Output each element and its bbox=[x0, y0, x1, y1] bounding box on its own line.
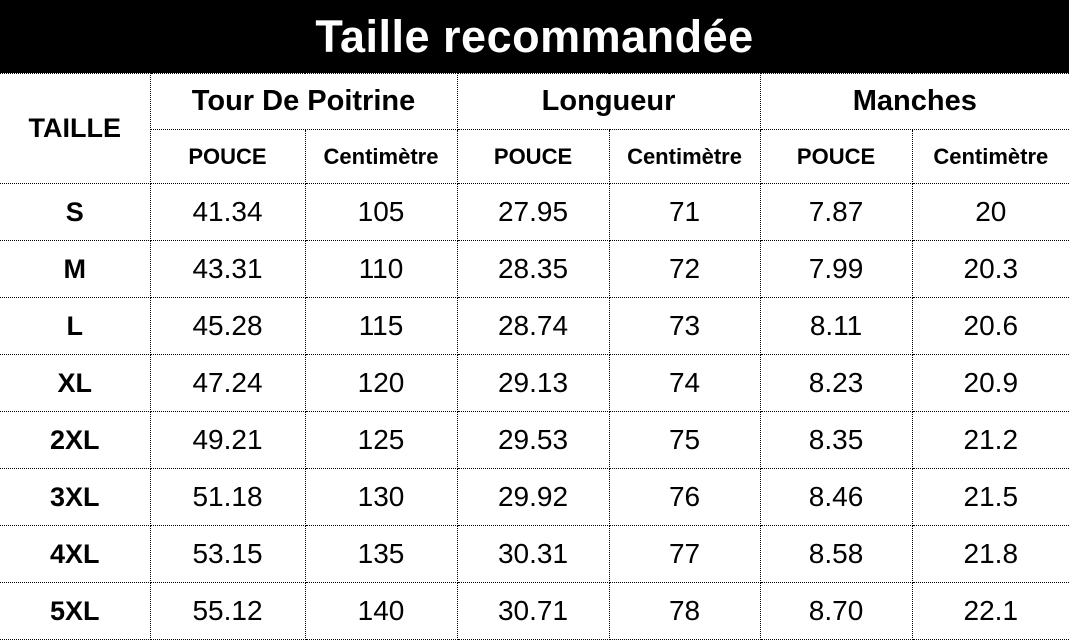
value-cell: 8.35 bbox=[759, 411, 913, 469]
subheader-poitrine-pouce: POUCE bbox=[150, 129, 306, 184]
value-cell: 7.87 bbox=[759, 183, 913, 241]
value-cell: 43.31 bbox=[149, 240, 306, 298]
value-cell: 29.53 bbox=[456, 411, 610, 469]
value-cell: 73 bbox=[608, 297, 761, 355]
value-cell: 130 bbox=[304, 468, 458, 526]
size-cell: 3XL bbox=[0, 468, 151, 526]
table-row-3xl: 3XL 51.18 130 29.92 76 8.46 21.5 bbox=[0, 468, 1069, 526]
table-row-4xl: 4XL 53.15 135 30.31 77 8.58 21.8 bbox=[0, 525, 1069, 583]
group-header-row: TAILLE Tour De Poitrine Longueur Manches bbox=[0, 73, 1069, 184]
value-cell: 115 bbox=[304, 297, 458, 355]
value-cell: 72 bbox=[608, 240, 761, 298]
value-cell: 8.23 bbox=[759, 354, 913, 412]
value-cell: 74 bbox=[608, 354, 761, 412]
value-cell: 30.71 bbox=[456, 582, 610, 640]
subheader-poitrine-cm: Centimètre bbox=[304, 129, 458, 184]
group-header-tour-de-poitrine: Tour De Poitrine bbox=[149, 73, 458, 130]
column-header-taille: TAILLE bbox=[0, 73, 151, 184]
value-cell: 55.12 bbox=[149, 582, 306, 640]
table-row-5xl: 5XL 55.12 140 30.71 78 8.70 22.1 bbox=[0, 582, 1069, 640]
value-cell: 47.24 bbox=[149, 354, 306, 412]
value-cell: 8.46 bbox=[759, 468, 913, 526]
table-row-s: S 41.34 105 27.95 71 7.87 20 bbox=[0, 183, 1069, 241]
size-cell: L bbox=[0, 297, 151, 355]
size-cell: M bbox=[0, 240, 151, 298]
value-cell: 75 bbox=[608, 411, 761, 469]
value-cell: 20.9 bbox=[911, 354, 1069, 412]
value-cell: 49.21 bbox=[149, 411, 306, 469]
value-cell: 28.74 bbox=[456, 297, 610, 355]
value-cell: 125 bbox=[304, 411, 458, 469]
size-chart-table: TAILLE Tour De Poitrine Longueur Manches… bbox=[0, 73, 1069, 640]
value-cell: 41.34 bbox=[149, 183, 306, 241]
value-cell: 8.11 bbox=[759, 297, 913, 355]
size-cell: 5XL bbox=[0, 582, 151, 640]
value-cell: 135 bbox=[304, 525, 458, 583]
table-row-m: M 43.31 110 28.35 72 7.99 20.3 bbox=[0, 240, 1069, 298]
value-cell: 120 bbox=[304, 354, 458, 412]
value-cell: 76 bbox=[608, 468, 761, 526]
value-cell: 140 bbox=[304, 582, 458, 640]
value-cell: 20 bbox=[911, 183, 1069, 241]
table-row-xl: XL 47.24 120 29.13 74 8.23 20.9 bbox=[0, 354, 1069, 412]
group-header-manches: Manches bbox=[759, 73, 1069, 130]
value-cell: 105 bbox=[304, 183, 458, 241]
value-cell: 53.15 bbox=[149, 525, 306, 583]
value-cell: 77 bbox=[608, 525, 761, 583]
group-header-longueur: Longueur bbox=[456, 73, 761, 130]
size-cell: 4XL bbox=[0, 525, 151, 583]
value-cell: 22.1 bbox=[911, 582, 1069, 640]
subheader-manches-pouce: POUCE bbox=[759, 129, 913, 184]
value-cell: 20.3 bbox=[911, 240, 1069, 298]
size-cell: S bbox=[0, 183, 151, 241]
sub-header-row: POUCE Centimètre POUCE Centimètre POUCE … bbox=[0, 129, 1069, 184]
value-cell: 29.13 bbox=[456, 354, 610, 412]
value-cell: 71 bbox=[608, 183, 761, 241]
value-cell: 20.6 bbox=[911, 297, 1069, 355]
value-cell: 21.8 bbox=[911, 525, 1069, 583]
value-cell: 78 bbox=[608, 582, 761, 640]
subheader-manches-cm: Centimètre bbox=[911, 129, 1069, 184]
value-cell: 7.99 bbox=[759, 240, 913, 298]
value-cell: 21.2 bbox=[911, 411, 1069, 469]
value-cell: 45.28 bbox=[149, 297, 306, 355]
value-cell: 30.31 bbox=[456, 525, 610, 583]
page-title: Taille recommandée bbox=[0, 0, 1069, 73]
value-cell: 51.18 bbox=[149, 468, 306, 526]
size-cell: 2XL bbox=[0, 411, 151, 469]
value-cell: 8.58 bbox=[759, 525, 913, 583]
value-cell: 29.92 bbox=[456, 468, 610, 526]
value-cell: 8.70 bbox=[759, 582, 913, 640]
value-cell: 27.95 bbox=[456, 183, 610, 241]
value-cell: 110 bbox=[304, 240, 458, 298]
subheader-longueur-pouce: POUCE bbox=[456, 129, 610, 184]
subheader-longueur-cm: Centimètre bbox=[608, 129, 761, 184]
value-cell: 28.35 bbox=[456, 240, 610, 298]
size-cell: XL bbox=[0, 354, 151, 412]
value-cell: 21.5 bbox=[911, 468, 1069, 526]
table-row-l: L 45.28 115 28.74 73 8.11 20.6 bbox=[0, 297, 1069, 355]
table-row-2xl: 2XL 49.21 125 29.53 75 8.35 21.2 bbox=[0, 411, 1069, 469]
